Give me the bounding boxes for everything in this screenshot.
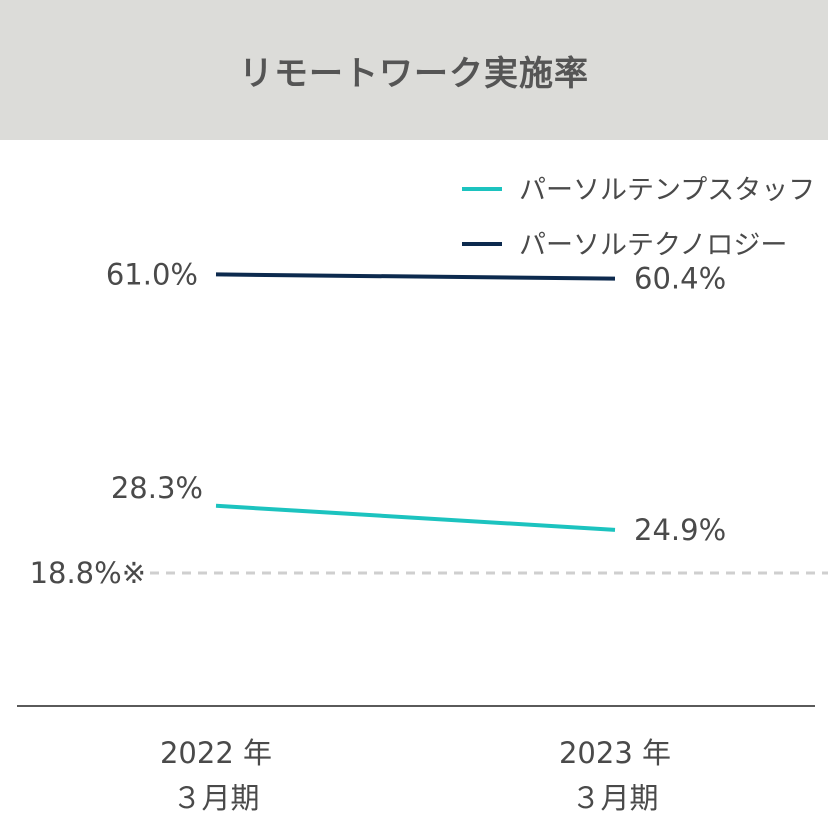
data-label-tech-2022: 61.0% — [106, 257, 198, 291]
x-tick-year-2023: 2023 年 — [559, 736, 671, 770]
data-label-staff-2022: 28.3% — [111, 471, 203, 505]
chart-header: リモートワーク実施率 — [0, 0, 828, 140]
legend-label-tech: パーソルテクノロジー — [519, 230, 787, 261]
legend-label-staff: パーソルテンプスタッフ — [519, 175, 815, 206]
reference-label: 18.8%※ — [30, 556, 146, 590]
chart-title: リモートワーク実施率 — [239, 53, 589, 94]
x-tick-period-2022: ３月期 — [172, 781, 259, 815]
line-chart: パーソルテンプスタッフ パーソルテクノロジー 18.8%※ 28.3% 24.9… — [17, 175, 828, 815]
data-label-tech-2023: 60.4% — [634, 262, 726, 296]
x-tick-year-2022: 2022 年 — [160, 736, 272, 770]
series-line-tech — [215, 272, 616, 281]
series-line-staff — [215, 503, 616, 532]
data-label-staff-2023: 24.9% — [634, 513, 726, 547]
legend: パーソルテンプスタッフ パーソルテクノロジー — [462, 175, 815, 261]
x-tick-period-2023: ３月期 — [571, 781, 658, 815]
